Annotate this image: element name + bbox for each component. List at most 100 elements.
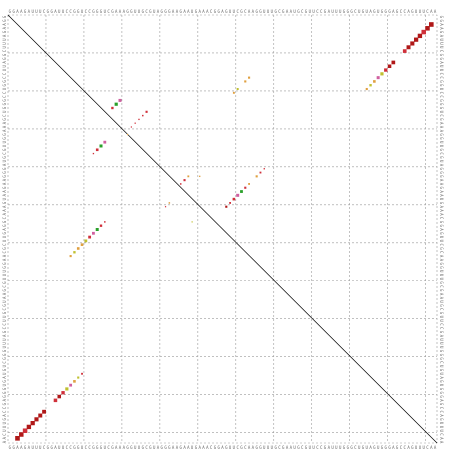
sequence-letter: A <box>187 9 190 14</box>
sequence-letter: A <box>434 445 437 450</box>
sequence-letter: U <box>138 9 141 14</box>
pair-probability-dot <box>255 175 258 178</box>
sequence-letter: A <box>439 228 444 231</box>
sequence-letter: A <box>439 297 444 300</box>
sequence-letter: A <box>2 205 7 208</box>
sequence-letter: G <box>439 107 444 110</box>
pair-probability-dot <box>30 420 35 426</box>
sequence-letter: U <box>377 445 380 450</box>
sequence-letter: G <box>2 391 7 394</box>
sequence-letter: U <box>312 445 315 450</box>
sequence-letter: A <box>20 445 23 450</box>
sequence-letter: U <box>267 445 270 450</box>
pair-probability-dot <box>99 144 103 148</box>
sequence-letter: C <box>439 411 444 414</box>
pair-probability-dot <box>111 106 114 110</box>
sequence-letter: C <box>85 9 88 14</box>
pair-probability-dot <box>183 179 186 182</box>
sequence-letter: G <box>324 9 327 14</box>
sequence-letter: A <box>119 9 122 14</box>
sequence-letter: U <box>2 338 7 341</box>
sequence-letter: A <box>392 9 395 14</box>
pair-probability-dot <box>65 387 69 391</box>
sequence-letter: G <box>2 288 7 291</box>
sequence-letter: A <box>2 399 7 402</box>
sequence-letter: U <box>2 345 7 348</box>
sequence-letter: U <box>309 445 312 450</box>
sequence-letter: U <box>191 445 194 450</box>
sequence-letter: A <box>2 129 7 132</box>
sequence-letter: U <box>439 42 444 45</box>
sequence-letter: U <box>2 42 7 45</box>
sequence-letter: G <box>2 266 7 269</box>
pair-probability-dot <box>95 148 99 152</box>
sequence-letter: G <box>282 445 285 450</box>
sequence-letter: U <box>439 236 444 239</box>
sequence-letter: G <box>350 445 353 450</box>
sequence-letter: G <box>2 304 7 307</box>
sequence-letter: A <box>290 445 293 450</box>
sequence-letter: C <box>354 9 357 14</box>
sequence-letter: A <box>123 9 126 14</box>
sequence-letter: G <box>297 445 300 450</box>
sequence-letter: C <box>439 407 444 410</box>
sequence-letter: G <box>439 281 444 284</box>
sequence-letter: A <box>439 399 444 402</box>
sequence-letter: U <box>104 9 107 14</box>
pair-probability-dot <box>26 424 32 430</box>
sequence-letter: A <box>2 125 7 128</box>
sequence-letter: A <box>206 9 209 14</box>
sequence-letter: G <box>411 445 414 450</box>
sequence-letter: U <box>439 270 444 273</box>
sequence-letter: U <box>439 88 444 91</box>
sequence-letter: G <box>439 171 444 174</box>
sequence-letter: U <box>2 364 7 367</box>
sequence-letter: A <box>157 9 160 14</box>
sequence-letter: U <box>439 373 444 376</box>
sequence-letter: A <box>2 163 7 166</box>
sequence-letter: A <box>2 437 7 440</box>
upper-triangle-dots <box>92 22 434 223</box>
sequence-letter: G <box>2 102 7 105</box>
pair-probability-dot <box>365 87 368 91</box>
sequence-letter: U <box>39 9 42 14</box>
pair-probability-dot <box>126 133 129 136</box>
sequence-letter: G <box>439 369 444 372</box>
sequence-letter: C <box>301 9 304 14</box>
sequence-letter: G <box>2 402 7 405</box>
sequence-letter: G <box>2 418 7 421</box>
sequence-letter: C <box>439 152 444 155</box>
sequence-letter: G <box>142 9 145 14</box>
sequence-letter: U <box>312 9 315 14</box>
sequence-letter: A <box>54 445 57 450</box>
sequence-letter: G <box>439 221 444 224</box>
sequence-letter: A <box>2 213 7 216</box>
sequence-letter: G <box>439 149 444 152</box>
sequence-letter: C <box>2 410 7 413</box>
sequence-letter: G <box>439 350 444 353</box>
sequence-letter: G <box>373 445 376 450</box>
sequence-letter: G <box>2 167 7 170</box>
sequence-letter: G <box>214 9 217 14</box>
sequence-letter: U <box>58 9 61 14</box>
sequence-letter: G <box>77 445 80 450</box>
sequence-letter: C <box>400 9 403 14</box>
sequence-letter: G <box>2 53 7 56</box>
sequence-letter: C <box>69 9 72 14</box>
sequence-letter: G <box>126 445 129 450</box>
sequence-label-left: GGAAGAUUUCGGAUUCCGGUCCGGGUCGAAAGGUUGCGUA… <box>2 15 7 443</box>
sequence-letter: U <box>439 384 444 387</box>
sequence-letter: G <box>2 99 7 102</box>
sequence-letter: G <box>2 224 7 227</box>
sequence-letter: G <box>164 9 167 14</box>
sequence-letter: A <box>2 414 7 417</box>
sequence-letter: G <box>50 445 53 450</box>
pair-probability-dot <box>15 435 20 441</box>
sequence-letter: U <box>2 239 7 242</box>
sequence-letter: A <box>2 178 7 181</box>
sequence-letter: U <box>263 445 266 450</box>
sequence-letter: G <box>439 289 444 292</box>
sequence-letter: A <box>123 445 126 450</box>
sequence-letter: C <box>2 361 7 364</box>
sequence-letter: G <box>126 9 129 14</box>
